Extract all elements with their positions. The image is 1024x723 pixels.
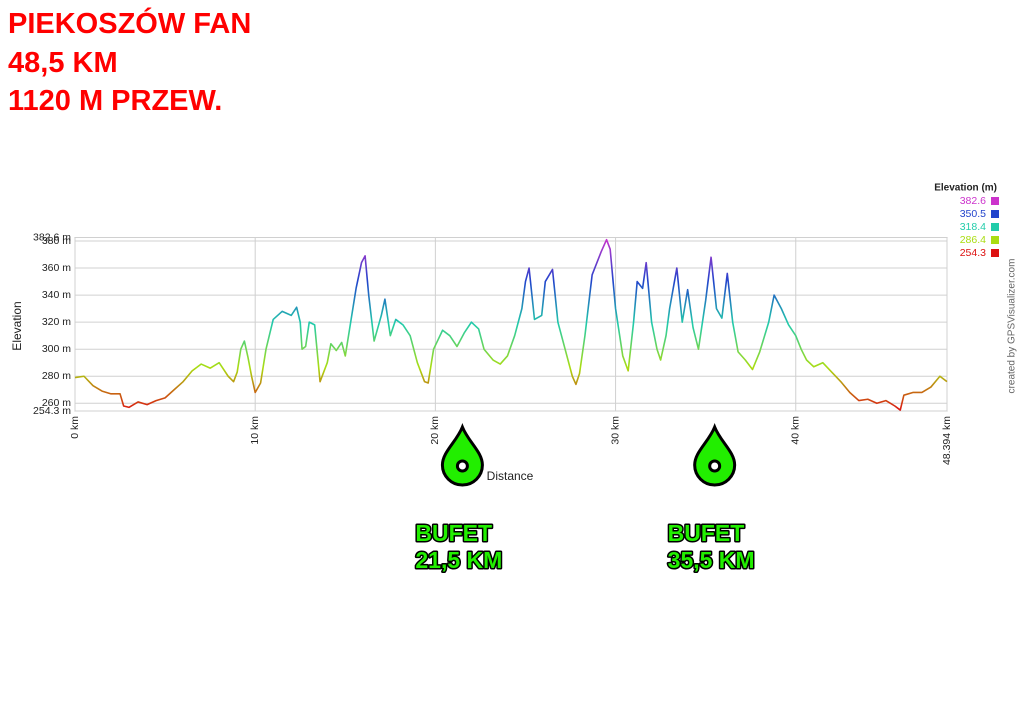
y-tick-label: 300 m [42, 343, 71, 355]
buffet-marker [693, 422, 737, 487]
headline: PIEKOSZÓW FAN [8, 6, 251, 40]
x-tick-label: 20 km [429, 416, 441, 445]
headline: 1120 M PRZEW. [8, 85, 222, 117]
legend-label: 254.3 [960, 247, 986, 259]
y-tick-label: 360 m [42, 262, 71, 274]
y-tick-label: 320 m [42, 316, 71, 328]
legend-swatch [991, 249, 999, 257]
legend-label: 318.4 [960, 221, 986, 233]
x-tick-label: 0 km [69, 416, 81, 439]
plot-area [74, 237, 948, 412]
annotation-text: BUFET [668, 520, 745, 546]
buffet-marker-dot [708, 459, 722, 473]
legend-label: 382.6 [960, 195, 986, 207]
elevation-line [74, 238, 948, 411]
legend-title: Elevation (m) [934, 183, 997, 194]
credit: created by GPSVisualizer.com [1007, 259, 1018, 394]
headline: 48,5 KM [8, 47, 118, 79]
y-tick-label: 382.6 m [33, 231, 71, 243]
y-tick-label: 340 m [42, 289, 71, 301]
y-tick-label: 380 m [42, 235, 71, 247]
y-tick-label: 280 m [42, 370, 71, 382]
legend-swatch [991, 236, 999, 244]
legend-label: 286.4 [960, 234, 986, 246]
y-axis-label: Elevation [10, 301, 24, 350]
y-tick-label: 260 m [42, 397, 71, 409]
x-tick-label: 10 km [249, 416, 261, 445]
annotation-text: 21,5 KM [415, 547, 502, 573]
legend-swatch [991, 210, 999, 218]
x-axis-label: Distance [487, 469, 534, 483]
buffet-marker-dot [455, 459, 469, 473]
legend-label: 350.5 [960, 208, 986, 220]
y-tick-label: 254.3 m [33, 405, 71, 417]
x-tick-label: 40 km [790, 416, 802, 445]
buffet-marker [440, 422, 484, 487]
annotation-text: 35,5 KM [668, 547, 755, 573]
x-tick-label: 30 km [609, 416, 621, 445]
x-tick-label: 48.394 km [941, 416, 953, 465]
annotation-text: BUFET [415, 520, 492, 546]
legend-swatch [991, 223, 999, 231]
legend-swatch [991, 197, 999, 205]
